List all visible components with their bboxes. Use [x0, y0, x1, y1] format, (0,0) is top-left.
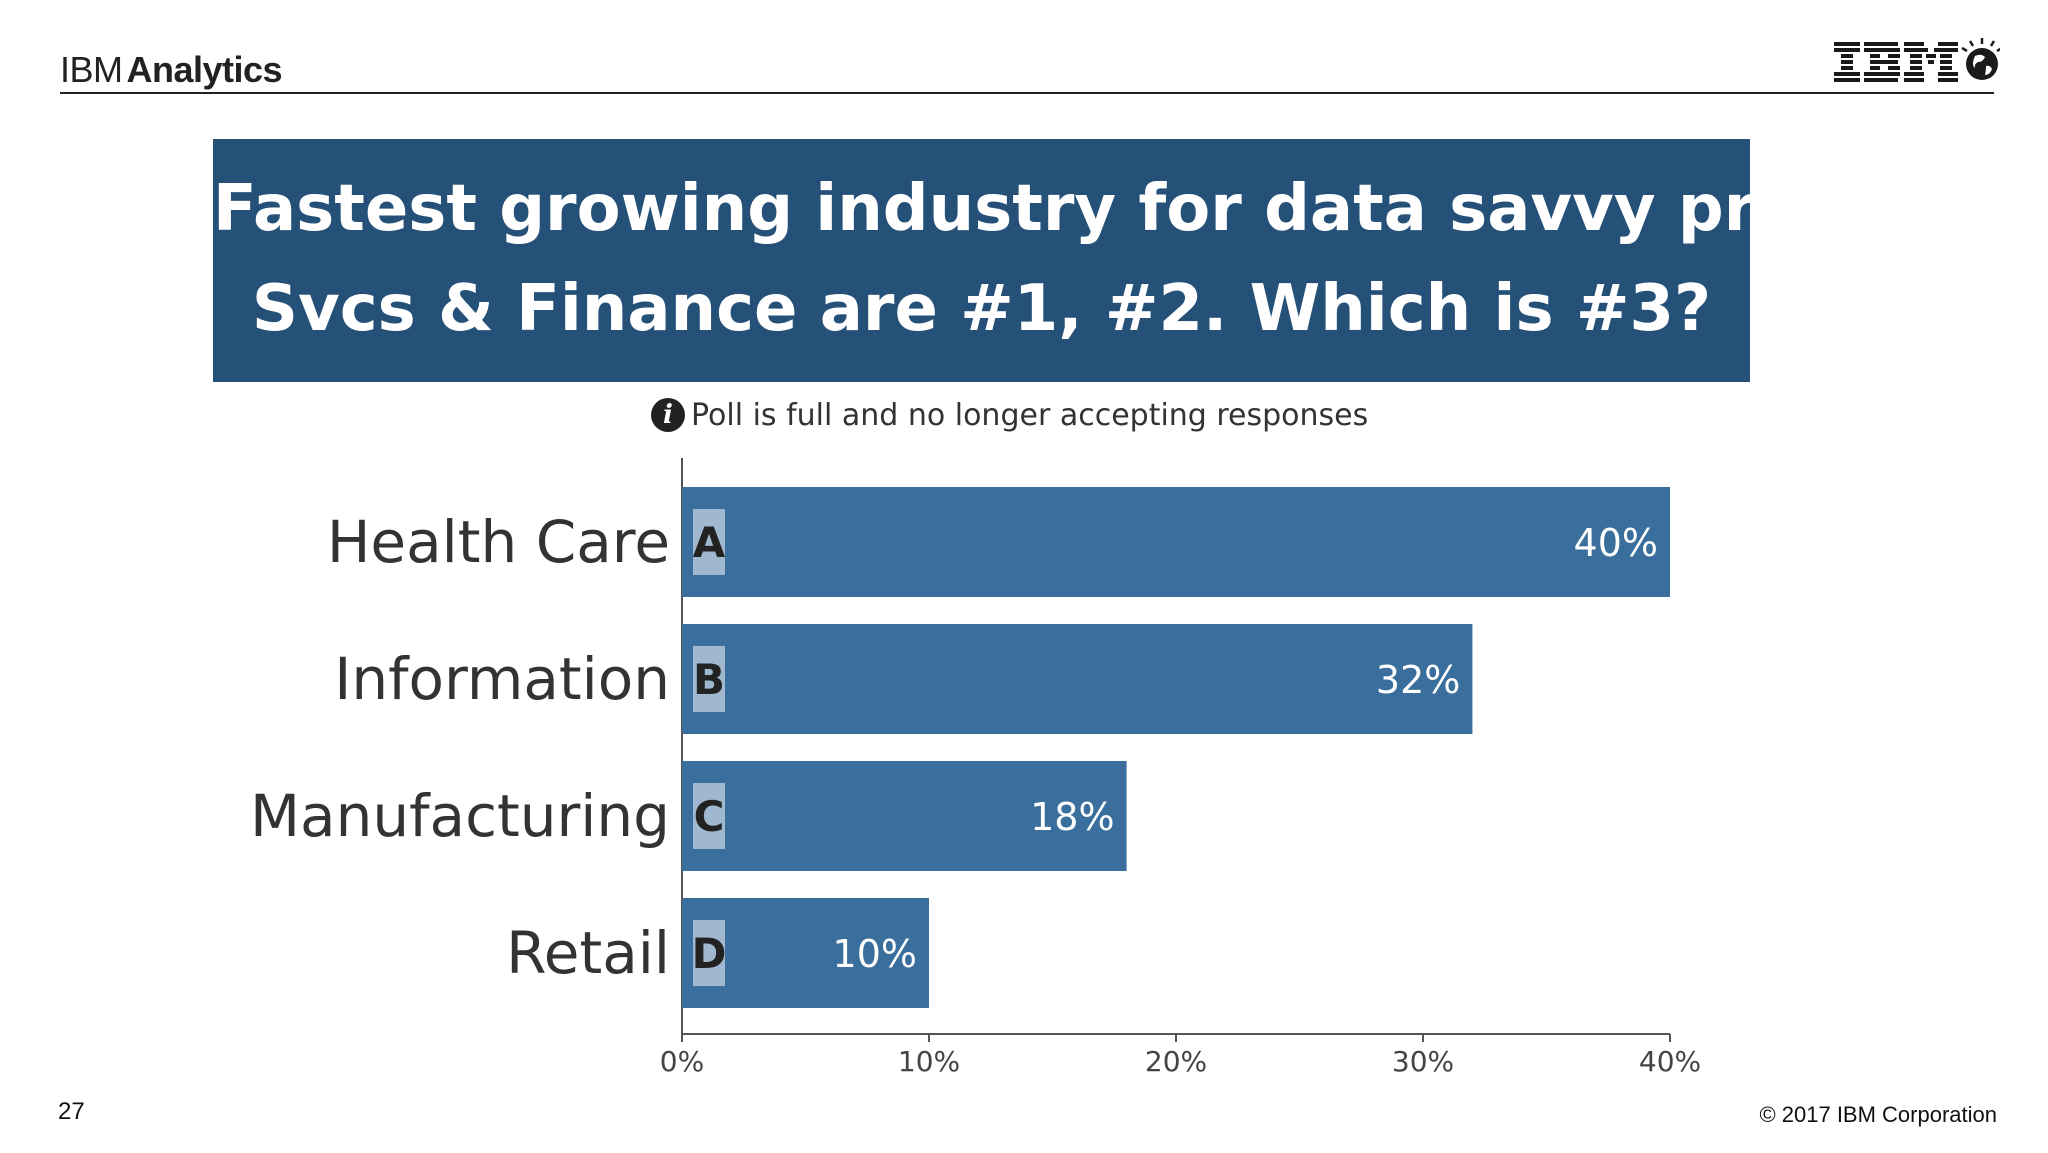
poll-notice-text: Poll is full and no longer accepting res… — [691, 398, 1369, 433]
bar-a — [682, 487, 1670, 597]
poll-closed-notice: i Poll is full and no longer accepting re… — [651, 396, 1368, 436]
bar-b — [682, 624, 1473, 734]
value-label: 40% — [1574, 521, 1658, 565]
option-letter-box — [693, 646, 725, 712]
ibm-logo-icon — [1834, 38, 2000, 82]
info-icon: i — [651, 397, 685, 432]
category-label: Retail — [506, 919, 670, 987]
x-tick-label: 30% — [1392, 1045, 1454, 1078]
category-label: Health Care — [327, 508, 670, 576]
brand-wordmark: IBM Analytics — [60, 48, 283, 92]
copyright-notice: © 2017 IBM Corporation — [1759, 1102, 1997, 1127]
category-label: Manufacturing — [250, 782, 670, 850]
value-label: 10% — [833, 932, 917, 976]
category-label: Information — [334, 645, 670, 713]
poll-title-line-2: Svcs & Finance are #1, #2. Which is #3? — [251, 272, 1712, 346]
option-letter: B — [693, 655, 725, 704]
poll-title-line-1: Fastest growing industry for data savvy … — [213, 172, 2020, 246]
poll-title-banner: Fastest growing industry for data savvy … — [213, 139, 2020, 382]
option-letter: A — [693, 518, 726, 567]
value-label: 18% — [1030, 795, 1114, 839]
option-letter: C — [694, 792, 725, 841]
x-tick-label: 20% — [1145, 1045, 1207, 1078]
brand-ibm: IBM — [60, 49, 123, 90]
option-letter-box — [693, 509, 725, 575]
brand-analytics: Analytics — [126, 49, 283, 90]
option-letter: D — [692, 929, 727, 978]
slide-number: 27 — [58, 1098, 85, 1125]
x-tick-label: 0% — [660, 1045, 704, 1078]
header-divider — [60, 92, 1994, 94]
option-letter-box — [693, 783, 725, 849]
x-tick-label: 10% — [898, 1045, 960, 1078]
x-tick-label: 40% — [1639, 1045, 1701, 1078]
option-letter-box — [693, 920, 725, 986]
value-label: 32% — [1376, 658, 1460, 702]
bar-c — [682, 761, 1127, 871]
